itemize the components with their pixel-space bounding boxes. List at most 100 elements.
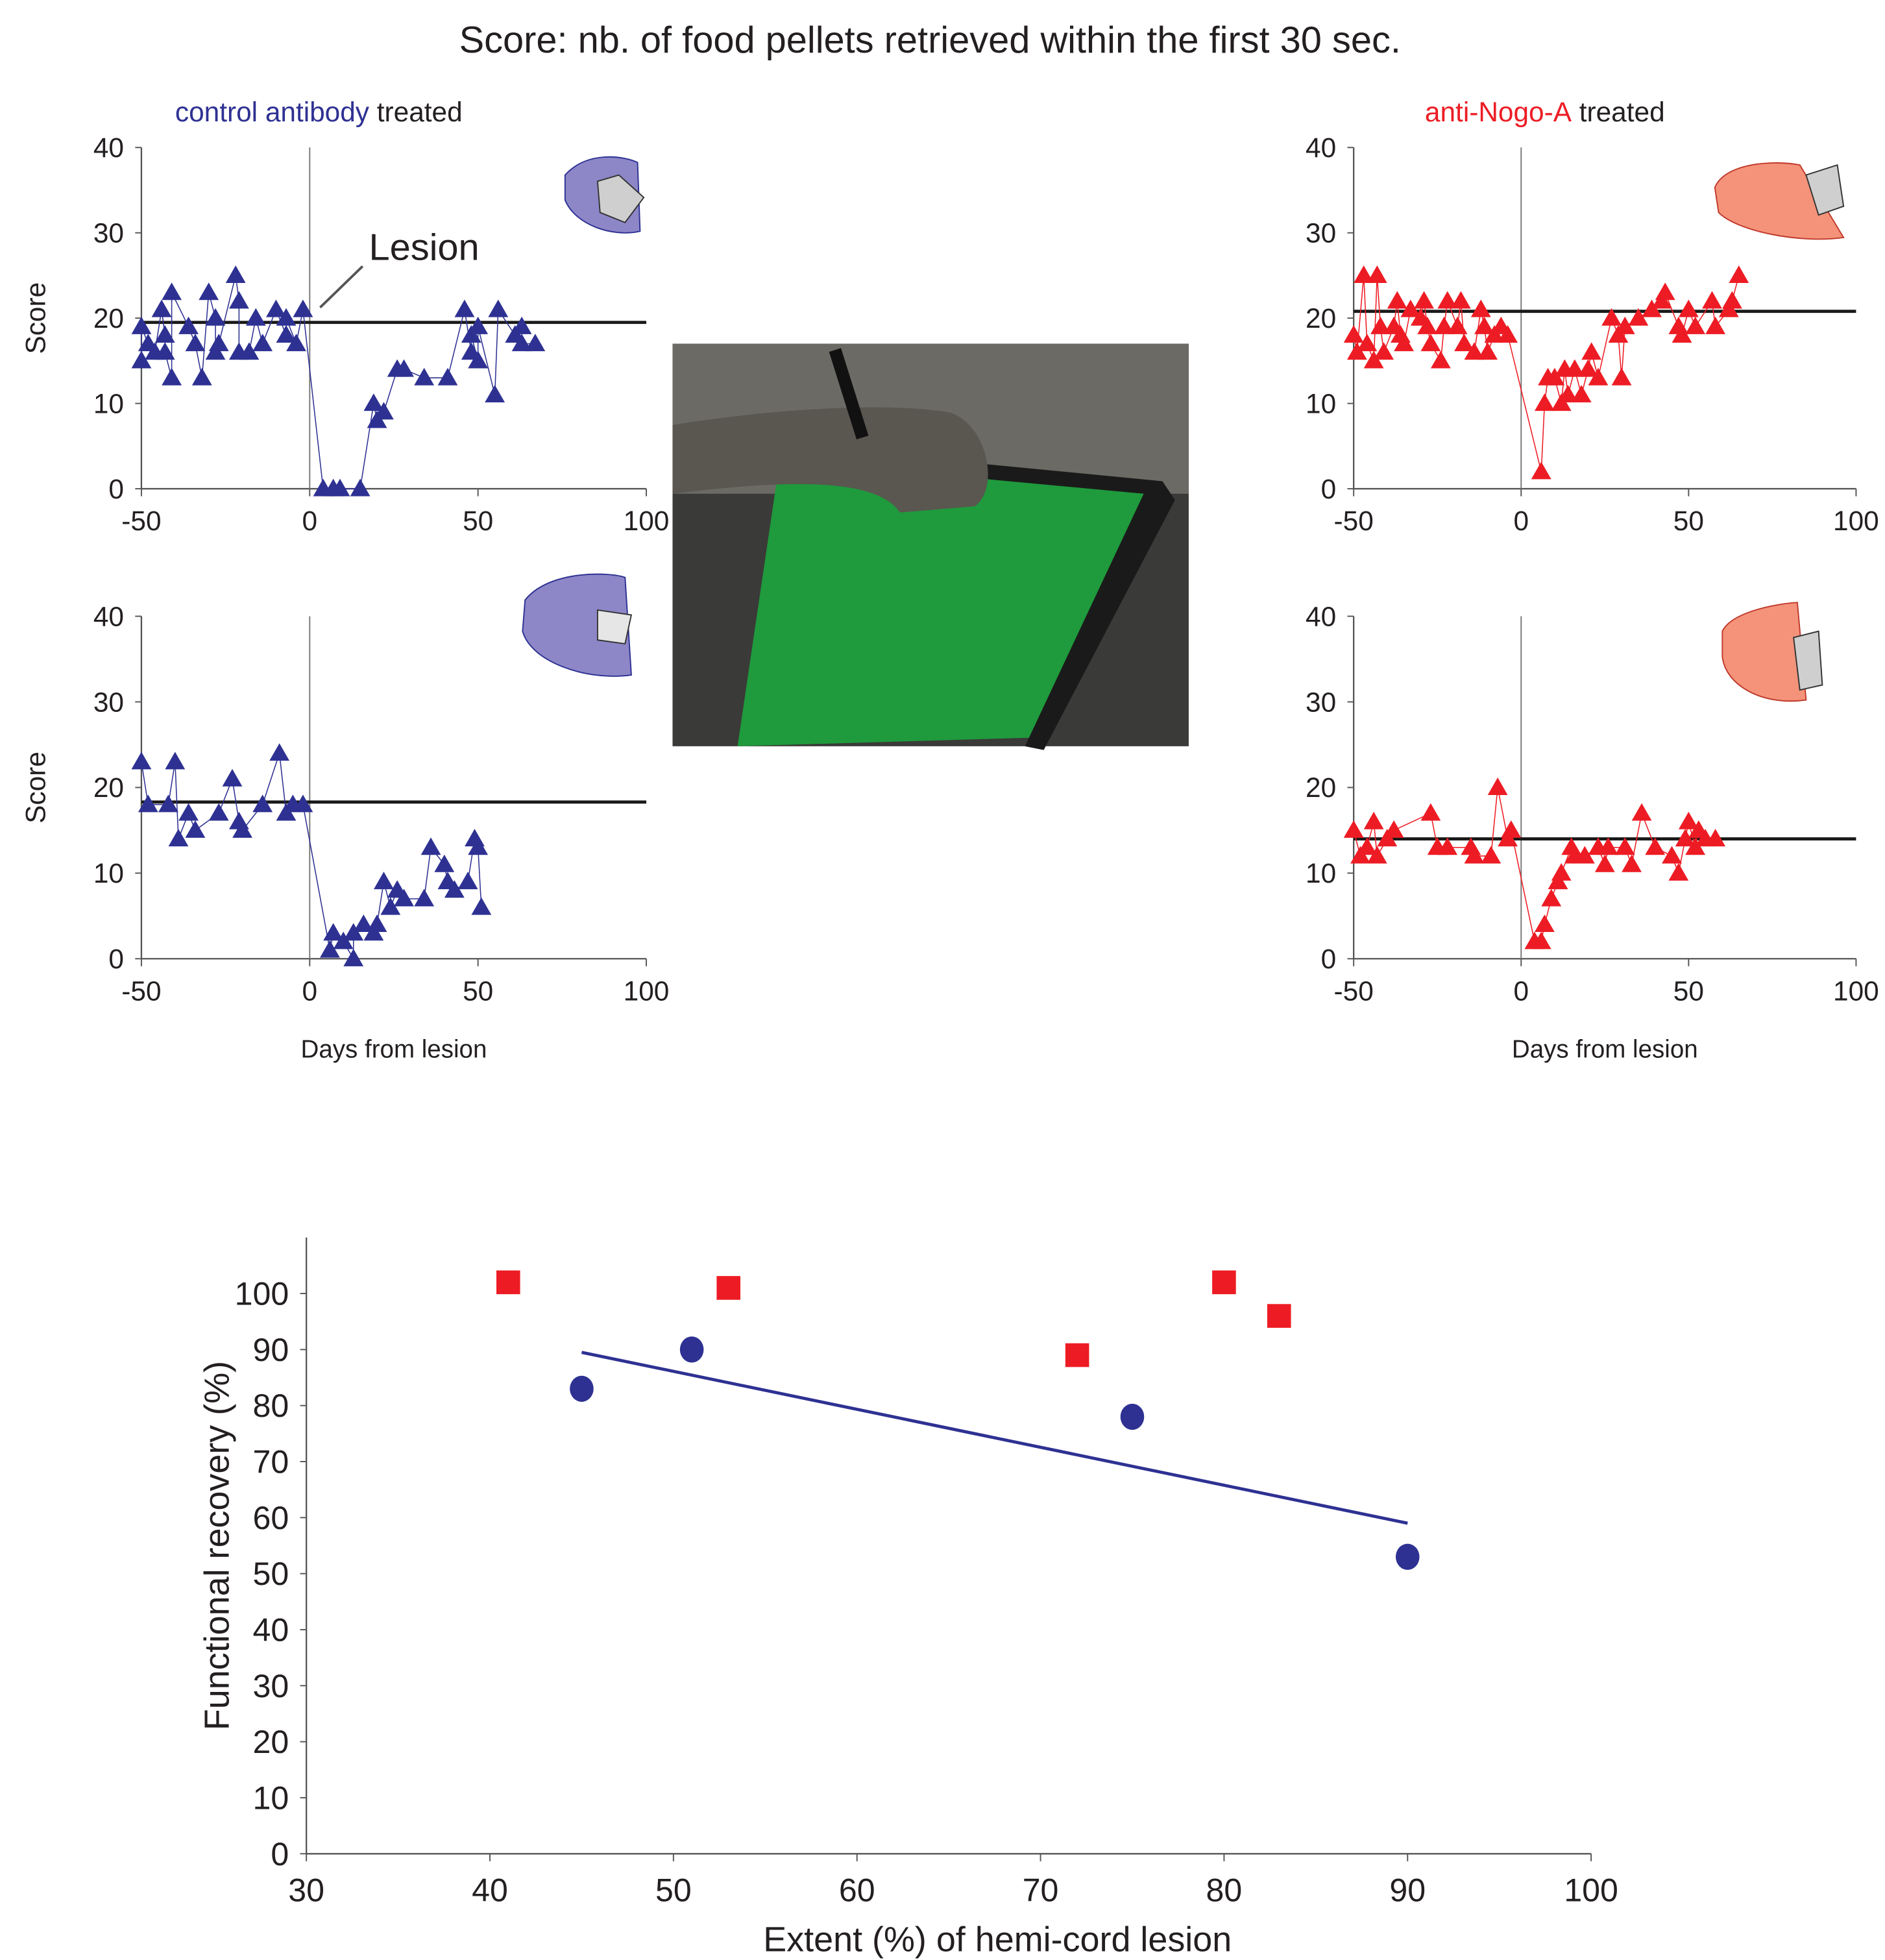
data-point: [199, 282, 219, 300]
y-tick-label: 20: [1306, 772, 1336, 803]
y-tick-label: 20: [253, 1724, 289, 1760]
data-point: [1541, 888, 1561, 906]
data-point: [1420, 803, 1441, 821]
data-point: [438, 368, 458, 386]
y-tick-label: 90: [253, 1332, 289, 1368]
lesion-inset: [1722, 602, 1822, 701]
figure: Score: nb. of food pellets retrieved wit…: [0, 0, 1885, 1960]
y-tick-label: 20: [1306, 303, 1336, 334]
data-point: [1722, 291, 1742, 308]
data-point: [1702, 291, 1722, 308]
data-point: [455, 300, 475, 317]
data-point: [132, 317, 152, 334]
data-point: [570, 1376, 594, 1402]
x-tick-label: 100: [624, 506, 670, 536]
y-tick-label: 10: [253, 1780, 289, 1816]
panel-label-group: control antibody: [175, 97, 370, 127]
x-tick-label: -50: [1334, 506, 1374, 536]
x-tick-label: 50: [1673, 506, 1704, 536]
data-point: [374, 872, 394, 889]
panel-label-treatment: treated: [1579, 97, 1665, 127]
data-point: [1387, 291, 1407, 308]
y-tick-label: 60: [253, 1500, 289, 1536]
y-tick-label: 50: [253, 1556, 289, 1592]
data-point: [162, 282, 182, 300]
x-tick-label: 0: [1513, 506, 1529, 536]
data-point: [1581, 342, 1601, 360]
data-point: [269, 743, 289, 761]
y-tick-label: 10: [93, 858, 124, 888]
annotation: Lesion: [369, 227, 479, 269]
x-tick-label: -50: [1334, 975, 1374, 1006]
data-point: [1595, 855, 1615, 872]
y-tick-label: 40: [253, 1612, 289, 1648]
data-line: [141, 753, 481, 959]
y-tick-label: 30: [1306, 687, 1336, 717]
data-point: [343, 949, 363, 966]
x-tick-label: 50: [463, 506, 493, 536]
x-tick-label: 50: [1673, 975, 1704, 1006]
x-tick-label: 40: [472, 1872, 508, 1908]
data-point: [471, 898, 491, 915]
data-point: [162, 368, 182, 386]
y-tick-label: 0: [1321, 474, 1337, 504]
data-point: [1364, 812, 1384, 829]
y-tick-label: 40: [1306, 132, 1336, 163]
data-point: [229, 291, 249, 308]
data-point: [1344, 325, 1364, 343]
x-axis-label: Days from lesion: [301, 1035, 487, 1063]
data-point: [186, 334, 206, 351]
data-point: [468, 317, 488, 334]
data-point: [350, 479, 371, 496]
y-tick-label: 70: [253, 1444, 289, 1480]
y-tick-label: 100: [235, 1276, 289, 1312]
y-axis-label: Score: [21, 282, 51, 354]
y-tick-label: 30: [93, 218, 124, 249]
data-point: [1065, 1343, 1089, 1367]
page: Score: nb. of food pellets retrieved wit…: [0, 0, 1885, 1960]
lesion-inset: [522, 574, 631, 676]
y-tick-label: 80: [253, 1388, 289, 1424]
data-point: [1729, 265, 1749, 283]
lesion-inset: [565, 157, 644, 233]
x-axis-label: Days from lesion: [1512, 1035, 1698, 1063]
y-tick-label: 10: [93, 388, 124, 419]
x-tick-label: -50: [121, 506, 161, 536]
y-tick-label: 10: [1306, 388, 1336, 419]
data-point: [1655, 282, 1675, 300]
y-tick-label: 0: [271, 1836, 289, 1872]
data-point: [206, 308, 226, 326]
data-point: [1612, 368, 1632, 386]
x-tick-label: 80: [1206, 1872, 1243, 1908]
data-point: [1622, 855, 1642, 872]
y-tick-label: 30: [1306, 218, 1336, 249]
x-tick-label: 90: [1389, 1872, 1426, 1908]
y-tick-label: 0: [108, 474, 124, 504]
data-point: [1121, 1404, 1145, 1430]
data-point: [680, 1336, 704, 1362]
data-point: [226, 265, 246, 283]
data-point: [1344, 820, 1364, 838]
data-point: [186, 820, 206, 838]
panel-label-treatment: treated: [377, 97, 463, 127]
data-point: [1478, 342, 1498, 360]
y-tick-label: 0: [108, 944, 124, 974]
x-tick-label: 50: [655, 1872, 692, 1908]
data-point: [1451, 291, 1471, 308]
data-point: [252, 334, 273, 351]
photo: [672, 344, 1188, 750]
data-point: [1679, 300, 1699, 317]
y-tick-label: 30: [93, 687, 124, 717]
data-point: [1501, 820, 1521, 838]
data-point: [1367, 265, 1387, 283]
x-tick-label: 30: [288, 1872, 324, 1908]
y-tick-label: 40: [93, 601, 124, 631]
data-point: [496, 1271, 520, 1295]
y-tick-label: 40: [1306, 601, 1336, 631]
data-point: [1414, 291, 1434, 308]
data-point: [246, 308, 266, 326]
data-point: [209, 334, 229, 351]
x-tick-label: -50: [121, 975, 161, 1006]
x-tick-label: 100: [1833, 975, 1879, 1006]
data-point: [1705, 317, 1725, 334]
